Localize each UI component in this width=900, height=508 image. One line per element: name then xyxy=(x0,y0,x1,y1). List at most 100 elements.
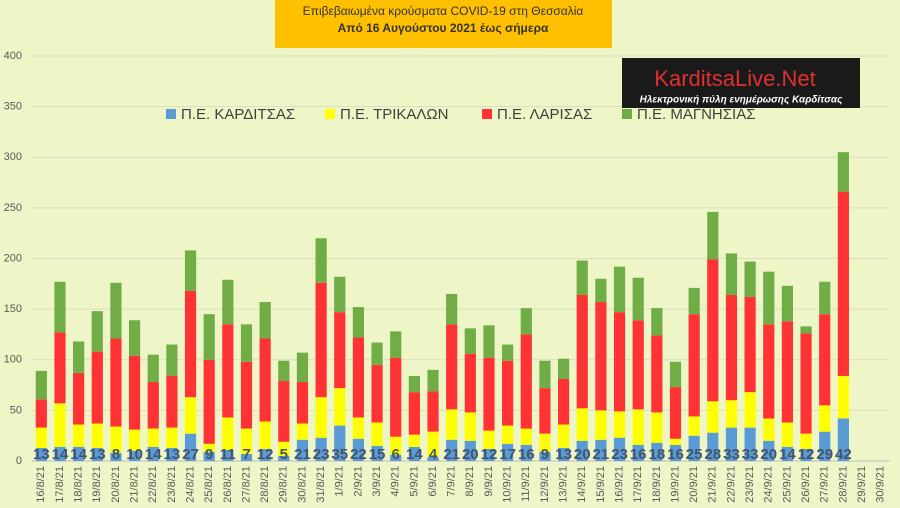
y-tick-label: 100 xyxy=(4,354,22,366)
x-tick-label: 17/9/21 xyxy=(632,466,644,503)
bar-segment xyxy=(315,238,327,283)
bar-segment xyxy=(408,434,420,447)
bar-segment xyxy=(595,410,607,440)
x-tick-label: 27/9/21 xyxy=(819,466,831,503)
data-label: 4 xyxy=(429,446,438,463)
bar-segment xyxy=(334,312,346,389)
bar-segment xyxy=(240,324,253,362)
data-label: 21 xyxy=(294,446,311,463)
logo-subtitle: Ηλεκτρονική πύλη ενημέρωσης Καρδίτσας xyxy=(640,95,843,106)
logo-box xyxy=(622,58,860,108)
bar-segment xyxy=(446,324,458,410)
bar-segment xyxy=(296,423,309,440)
data-label: 8 xyxy=(112,446,120,463)
bar-segment xyxy=(595,302,607,411)
bar-segment xyxy=(707,259,719,402)
bar-segment xyxy=(73,424,85,447)
title-box xyxy=(275,0,612,48)
bar-segment xyxy=(35,370,47,400)
bar-segment xyxy=(632,444,644,461)
bar-segment xyxy=(502,344,514,361)
bar-segment xyxy=(278,441,290,456)
x-tick-label: 7/9/21 xyxy=(446,466,458,497)
bar-segment xyxy=(35,447,47,461)
bar-segment xyxy=(502,360,514,426)
bar-segment xyxy=(781,422,794,447)
x-tick-label: 27/8/21 xyxy=(240,466,252,503)
bar-segment xyxy=(613,437,626,461)
bar-segment xyxy=(166,427,178,448)
bar-segment xyxy=(371,364,383,423)
data-label: 9 xyxy=(205,446,213,463)
bar-segment xyxy=(557,378,570,425)
x-tick-label: 26/9/21 xyxy=(800,466,812,503)
bar-segment xyxy=(502,443,514,461)
bar-segment xyxy=(91,311,103,352)
bar-segment xyxy=(184,250,197,291)
bar-segment xyxy=(390,357,402,437)
bar-segment xyxy=(110,452,122,461)
bar-segment xyxy=(725,253,738,295)
data-label: 20 xyxy=(462,446,479,463)
bar-segment xyxy=(781,446,794,461)
bar-segment xyxy=(669,438,682,445)
x-tick-label: 15/9/21 xyxy=(595,466,607,503)
bar-segment xyxy=(54,403,66,447)
chart-subtitle: Από 16 Αυγούστου 2021 έως σήμερα xyxy=(338,21,549,35)
bar-segment xyxy=(91,351,103,424)
bar-segment xyxy=(278,360,290,382)
y-tick-label: 350 xyxy=(4,101,22,113)
bar-segment xyxy=(595,278,607,303)
x-tick-label: 24/8/21 xyxy=(184,466,196,503)
bar-segment xyxy=(222,417,234,450)
data-label: 5 xyxy=(280,446,288,463)
bar-segment xyxy=(278,455,290,461)
bar-segment xyxy=(837,191,849,376)
bar-segment xyxy=(819,314,831,406)
bar-segment xyxy=(669,444,682,461)
bar-segment xyxy=(371,422,383,446)
data-label: 14 xyxy=(145,446,162,463)
x-tick-label: 16/9/21 xyxy=(613,466,625,503)
bar-segment xyxy=(54,332,66,404)
x-tick-label: 12/9/21 xyxy=(539,466,551,503)
data-label: 20 xyxy=(574,446,591,463)
data-label: 17 xyxy=(499,446,516,463)
bar-segment xyxy=(651,335,663,413)
bar-segment xyxy=(91,423,103,448)
bar-segment xyxy=(315,397,327,438)
bar-segment xyxy=(539,433,551,452)
bar-segment xyxy=(296,352,309,383)
data-label: 35 xyxy=(331,446,348,463)
bar-segment xyxy=(669,361,682,388)
data-label: 20 xyxy=(760,446,777,463)
bar-segment xyxy=(800,333,812,434)
x-tick-label: 19/9/21 xyxy=(669,466,681,503)
bar-segment xyxy=(259,302,271,339)
data-label: 13 xyxy=(164,446,181,463)
bar-segment xyxy=(781,321,794,423)
data-label: 21 xyxy=(593,446,610,463)
bar-segment xyxy=(110,426,122,453)
bar-segment xyxy=(576,408,588,441)
x-tick-label: 14/9/21 xyxy=(576,466,588,503)
data-label: 11 xyxy=(220,446,236,463)
bar-segment xyxy=(315,282,327,398)
data-label: 9 xyxy=(541,446,549,463)
data-label: 16 xyxy=(630,446,647,463)
bar-segment xyxy=(240,361,253,429)
bar-segment xyxy=(203,443,215,452)
x-tick-label: 29/8/21 xyxy=(278,466,290,503)
x-tick-label: 20/9/21 xyxy=(688,466,700,503)
x-tick-label: 10/9/21 xyxy=(502,466,514,503)
bar-segment xyxy=(222,324,234,418)
x-tick-label: 22/9/21 xyxy=(725,466,737,503)
bar-segment xyxy=(352,438,365,461)
bar-segment xyxy=(259,421,271,449)
bar-segment xyxy=(427,391,439,432)
bar-segment xyxy=(707,432,719,461)
bar-segment xyxy=(557,424,570,448)
bar-segment xyxy=(35,399,47,428)
bar-segment xyxy=(91,447,103,461)
